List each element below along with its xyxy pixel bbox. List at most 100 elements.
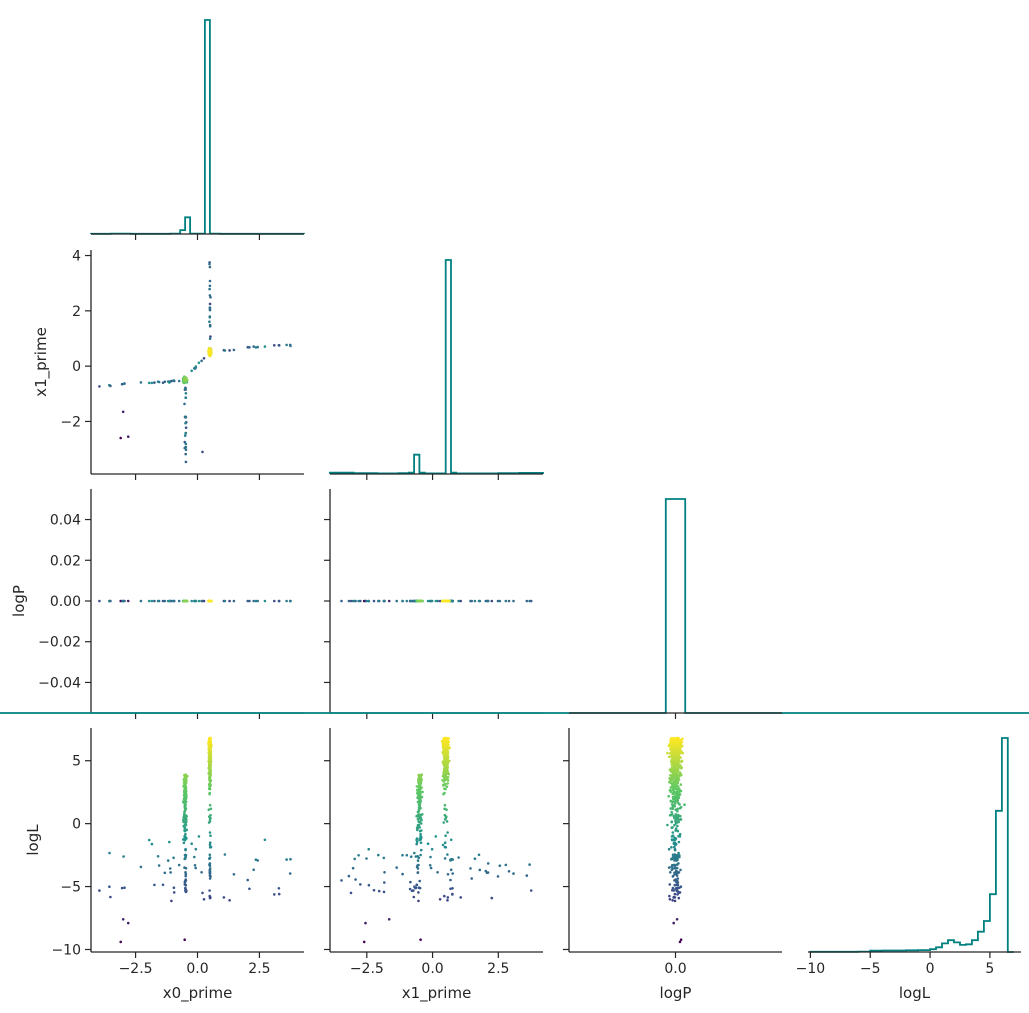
panel-logL-vs-x1_prime-scatter-point [451, 892, 454, 896]
panel-logL-vs-x0_prime-scatter-point [228, 899, 231, 902]
panel-logL-vs-x1_prime-scatter-point [434, 835, 438, 838]
panel-logP-vs-x1_prime-scatter-point [512, 599, 515, 603]
panel-logL-vs-x0_prime-scatter-point [184, 886, 187, 890]
panel-logL-vs-logP-scatter-point [670, 737, 673, 740]
panel-x1_prime-vs-x0_prime-scatter-point [285, 343, 288, 347]
panel-logL-vs-x1_prime-scatter-point [413, 885, 416, 888]
panel-logL-vs-x1_prime-scatter-point [414, 855, 418, 858]
panel-logL-vs-x0_prime-ytick-label: 0 [72, 817, 81, 833]
panel-logL-vs-x1_prime-scatter-point [420, 773, 424, 776]
panel-logL-vs-logP-scatter-point [668, 751, 672, 755]
panel-logL-vs-logP-scatter-point [678, 832, 682, 836]
panel-x1_prime-vs-x0_prime-scatter-point [208, 320, 211, 324]
panel-x1_prime-vs-x0_prime-scatter-point [177, 379, 181, 383]
panel-logL-vs-logP-scatter-point [670, 838, 674, 841]
panel-logP-vs-x1_prime-scatter-point [430, 599, 434, 603]
panel-logP-vs-x1_prime-scatter-point [486, 599, 490, 603]
panel-logL-vs-logP-scatter-point [679, 783, 683, 786]
panel-logL-vs-x0_prime-scatter-point [208, 853, 212, 857]
panel-logL-vs-x1_prime-scatter-point [372, 888, 376, 892]
panel-logL-vs-logP-scatter-point [677, 813, 680, 817]
panel-logL-vs-x0_prime-scatter-point [223, 853, 227, 856]
panel-logL-vs-x1_prime-scatter-point [446, 831, 449, 834]
panel-logL-vs-logP-scatter-point [677, 840, 681, 844]
panel-x1_prime-vs-x0_prime-scatter-point [197, 361, 201, 365]
panel-x1_prime-vs-x0_prime-scatter-point [190, 369, 193, 373]
panel-x1_prime-vs-x0_prime-scatter-point [147, 381, 151, 385]
panel-logL-vs-logP-scatter-point [676, 853, 679, 857]
panel-logL-vs-logP-scatter-point [677, 896, 681, 900]
panel-logL-vs-logP-scatter-point [668, 883, 672, 886]
panel-logL-vs-x1_prime-scatter-point [443, 841, 447, 844]
panel-x1_prime-vs-x0_prime-scatter-point [184, 452, 187, 456]
panel-logL-vs-x0_prime-scatter-point [157, 864, 161, 867]
panel-logL-vs-x1_prime-scatter-point [421, 790, 424, 794]
panel-logL-vs-logL-xtick-label: 5 [985, 961, 994, 977]
panel-logL-vs-x1_prime-scatter-point [362, 940, 366, 944]
panel-logL-vs-x1_prime-scatter-point [418, 879, 422, 883]
panel-logL-vs-logP-scatter-point [670, 803, 674, 806]
panel-x1_prime-vs-x0_prime-ytick-label: 2 [72, 304, 81, 320]
panel-logL-vs-x1_prime-scatter-point [377, 853, 380, 857]
panel-logL-vs-logP-scatter-point [675, 866, 679, 870]
panel-logL-vs-logP-scatter-point [676, 773, 680, 776]
panel-logL-vs-x1_prime: −2.5 0.0 2.5 [324, 728, 543, 977]
panel-logL-vs-x1_prime-scatter-point [405, 853, 409, 857]
panel-logP-vs-x1_prime-scatter-point [377, 599, 380, 603]
panel-logL-vs-x1_prime-scatter-point [490, 896, 494, 900]
panel-logL-vs-x0_prime-scatter-point [184, 832, 187, 836]
panel-logP-vs-x0_prime-scatter-point [98, 599, 101, 603]
panel-logP-vs-x0_prime-scatter-point [208, 599, 211, 603]
panel-logL-vs-x1_prime-scatter-point [449, 868, 453, 872]
panel-logL-vs-logP-scatter-point [673, 866, 676, 870]
panel-x1_prime-vs-x0_prime-scatter-point [184, 387, 187, 390]
panel-logL-vs-x0_prime-scatter-point [222, 896, 226, 899]
panel-logL-vs-logP-scatter-point [671, 826, 674, 829]
panel-logL-vs-x0_prime-scatter-point [208, 856, 212, 859]
panel-x1_prime-vs-x0_prime-ytick-label: 0 [72, 359, 81, 375]
panel-logL-vs-x1_prime-scatter-point [470, 877, 474, 880]
panel-logL-vs-logP-scatter-point [681, 744, 684, 748]
panel-logL-vs-logP-scatter-point [674, 808, 677, 811]
panel-logL-vs-x0_prime-scatter-point [172, 891, 176, 894]
panel-x1_prime-vs-x0_prime-scatter-point [184, 376, 188, 379]
panel-logL-vs-x0_prime-scatter-point [122, 855, 125, 858]
panel-logL-vs-x1_prime-scatter-point [457, 856, 460, 859]
panel-logL-vs-x0_prime-scatter-point [208, 862, 212, 865]
panel-logL-vs-x0_prime-scatter-point [163, 871, 167, 875]
panel-x1_prime-vs-x0_prime-scatter-point [208, 306, 212, 309]
panel-logL-vs-logP-scatter-point [673, 853, 677, 856]
panel-logP-vs-x1_prime-scatter-point [395, 599, 399, 603]
panel-logL-vs-x1_prime-scatter-point [451, 887, 454, 890]
panel-logL-vs-x0_prime-scatter-point [170, 899, 173, 903]
panel-logL-vs-x0_prime-scatter-point [201, 891, 204, 895]
panel-logL-vs-logP-scatter-point [673, 823, 676, 827]
panel-logL-vs-logP-scatter-point [674, 813, 678, 816]
panel-logL-vs-logL-xtick-label: −10 [796, 961, 826, 977]
panel-logL-vs-logP-scatter-point [671, 888, 674, 892]
panel-logL-vs-x0_prime-scatter-point [208, 867, 212, 870]
panel-logL-vs-x1_prime-scatter-point [417, 823, 421, 827]
panel-x1_prime-vs-x0_prime-scatter-point [208, 316, 212, 319]
panel-logP-vs-x1_prime-scatter-point [367, 599, 371, 603]
panel-x1_prime-vs-x0_prime-scatter-point [122, 382, 125, 386]
panel-logL-vs-x1_prime-scatter-point [446, 782, 450, 785]
x-axis-label-logL: logL [899, 984, 931, 1002]
panel-logL-vs-logP-scatter-point [676, 886, 679, 889]
panel-logP-vs-x0_prime-scatter-point [223, 599, 227, 603]
panel-logL-vs-logP-scatter-point [678, 792, 681, 796]
panel-logL-vs-x0_prime-scatter-point [169, 871, 172, 874]
panel-logP-vs-x0_prime-scatter-point [153, 599, 156, 603]
panel-x1_prime-vs-x0_prime-scatter-point [252, 345, 255, 348]
panel-logL-vs-x1_prime-scatter-point [365, 857, 368, 860]
panel-x1_prime-vs-x0_prime-scatter-point [119, 436, 122, 440]
panel-logL-vs-x0_prime-scatter-point [194, 866, 197, 870]
panel-logP-vs-x1_prime-scatter-point [507, 599, 511, 603]
panel-x1_prime-vs-x0_prime-scatter-point [172, 379, 175, 382]
panel-logP-vs-x0_prime-scatter-point [150, 599, 154, 603]
panel-x1_prime-vs-x0_prime: 4 2 0 −2 [60, 249, 304, 480]
panel-x1_prime-vs-x0_prime-scatter-point [208, 279, 212, 283]
panel-logP-vs-x1_prime-scatter-point [417, 599, 421, 603]
panel-logL-vs-logP-scatter-point [679, 814, 682, 818]
panel-x1_prime-vs-x1_prime [329, 259, 544, 480]
